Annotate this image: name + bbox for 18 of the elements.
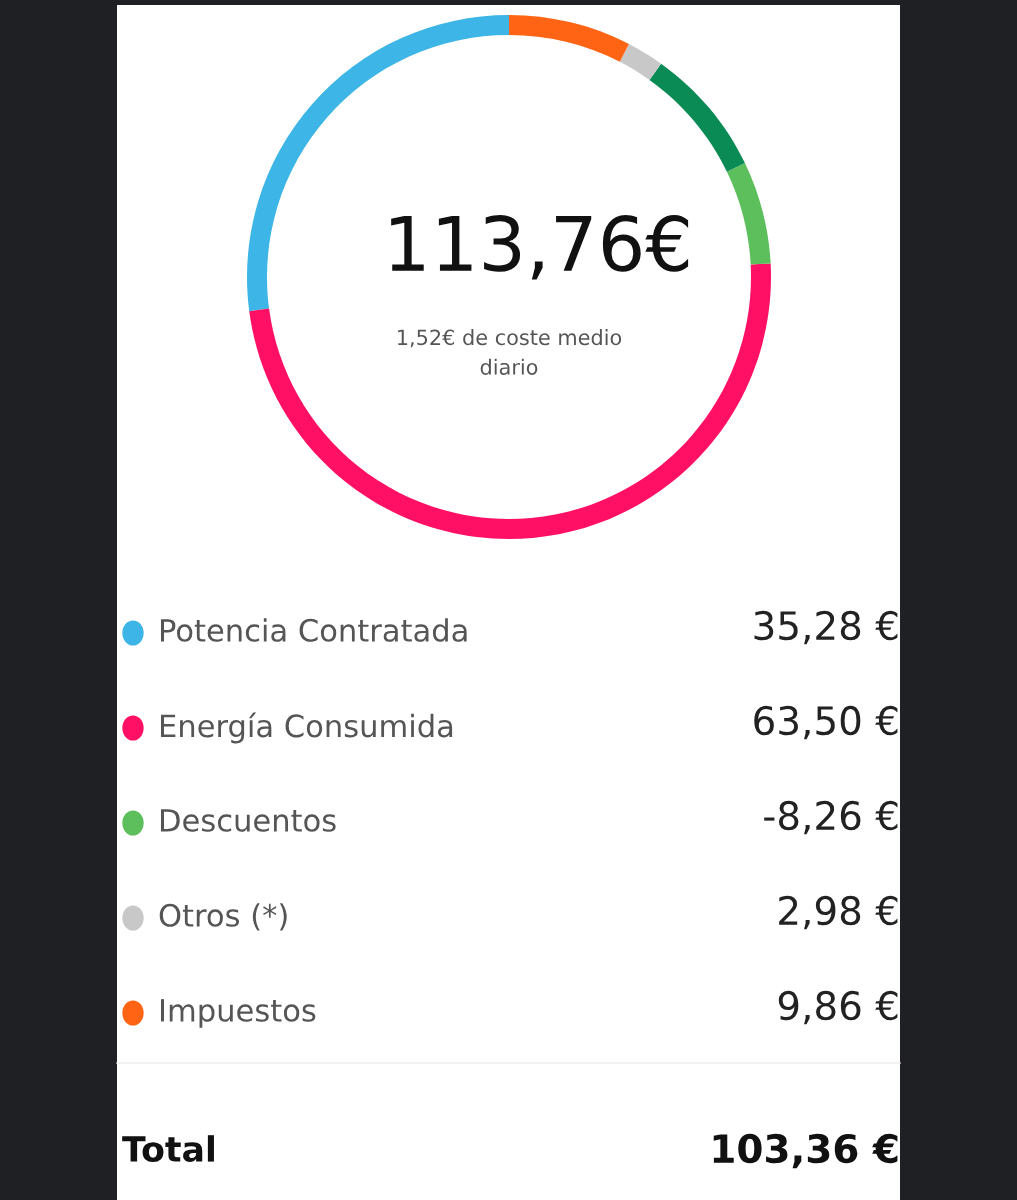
donut-slice [509, 15, 629, 62]
text: -8,26 € [764, 800, 898, 835]
data-label: 2,98 € [779, 895, 898, 930]
donut-slice [619, 44, 662, 80]
text: Total [122, 1135, 214, 1163]
legend-label: Potencia Contratada [161, 618, 467, 642]
legend-label: Descuentos [161, 809, 336, 832]
legend-label: Otros (*) [159, 903, 287, 931]
legend-label: Energía Consumida [161, 712, 453, 744]
text: 113,76€ [391, 215, 689, 280]
data-label: 9,86 € [778, 990, 898, 1025]
data-label: 35,28 € [754, 610, 898, 645]
text: 103,36 € [713, 1133, 898, 1169]
donut-slice [726, 163, 771, 265]
donut-slice [649, 63, 745, 172]
data-label: 63,50 € [754, 705, 898, 740]
text: 1,52€ de coste medio diario [398, 329, 622, 375]
legend-label: Impuestos [161, 999, 316, 1028]
